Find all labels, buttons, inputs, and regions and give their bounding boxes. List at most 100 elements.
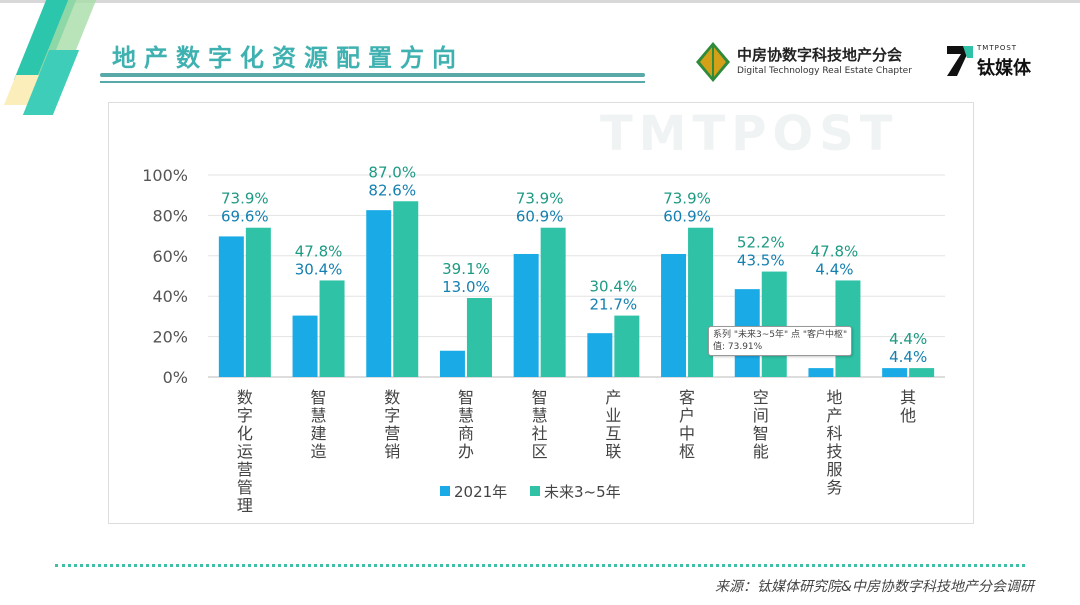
x-tick-label: 能 [753,442,769,461]
bar-future [466,298,492,377]
data-label: 13.0% [442,278,490,296]
x-tick-label: 智 [458,388,474,407]
x-tick-label: 理 [237,496,253,515]
data-label: 30.4% [295,260,343,278]
bar-future [614,315,640,377]
legend-label: 2021年 [454,483,507,501]
x-tick-label: 空 [753,388,769,407]
tmt-logo-icon [947,46,973,76]
x-tick-label: 慧 [311,406,327,425]
x-tick-label: 产 [826,406,842,425]
x-tick-label: 他 [900,406,916,425]
data-label: 4.4% [889,330,927,348]
data-label: 82.6% [368,181,416,199]
bar-future [319,280,345,377]
data-label: 4.4% [889,348,927,366]
x-tick-label: 办 [458,442,474,461]
data-label: 39.1% [442,260,490,278]
y-tick-label: 20% [152,328,188,347]
x-tick-label: 营 [237,460,253,479]
data-label: 60.9% [663,208,711,226]
diamond-logo-icon [696,42,730,82]
legend-swatch [530,486,540,496]
y-tick-label: 100% [142,166,188,185]
x-tick-label: 社 [532,424,548,443]
y-tick-label: 40% [152,287,188,306]
x-tick-label: 地 [826,388,842,407]
data-label: 73.9% [221,190,269,208]
x-tick-label: 化 [237,424,253,443]
x-tick-label: 技 [826,442,842,461]
x-tick-label: 客 [679,388,695,407]
bar-future [393,201,419,377]
y-tick-label: 60% [152,247,188,266]
x-tick-label: 字 [384,406,400,425]
bar-2021 [587,333,613,377]
x-tick-label: 区 [532,442,548,461]
data-label: 47.8% [295,242,343,260]
footer-divider [55,564,1025,567]
tmtpost-logo: TMTPOST 钛媒体 [945,44,1031,82]
data-label: 30.4% [590,278,638,296]
x-tick-label: 枢 [679,442,695,461]
y-tick-label: 0% [163,368,188,387]
data-label: 60.9% [516,208,564,226]
data-label: 73.9% [663,190,711,208]
x-tick-label: 营 [384,424,400,443]
legend-label: 未来3~5年 [544,483,621,501]
bar-2021 [439,350,465,377]
x-tick-label: 慧 [458,406,474,425]
data-label: 73.9% [516,190,564,208]
bar-future [245,227,271,377]
bar-2021 [292,315,318,377]
x-tick-label: 数 [237,388,253,407]
bar-2021 [513,253,539,377]
x-tick-label: 智 [532,388,548,407]
y-tick-label: 80% [152,206,188,225]
x-tick-label: 间 [753,406,769,425]
x-tick-label: 科 [826,424,842,443]
data-label: 52.2% [737,234,785,252]
bar-2021 [661,253,687,377]
title-underline [100,81,645,83]
page-title: 地产数字化资源配置方向 [112,44,464,72]
data-label: 4.4% [815,260,853,278]
bar-future [761,271,787,377]
x-tick-label: 户 [679,406,695,425]
x-tick-label: 建 [311,424,327,443]
legend-swatch [440,486,450,496]
data-label: 47.8% [811,242,859,260]
x-tick-label: 务 [826,478,842,497]
bar-2021 [882,368,908,377]
x-tick-label: 智 [311,388,327,407]
x-tick-label: 运 [237,442,253,461]
x-tick-label: 智 [753,424,769,443]
x-tick-label: 服 [826,460,842,479]
x-tick-label: 联 [605,442,621,461]
top-border [0,0,1080,3]
data-label: 21.7% [590,296,638,314]
x-tick-label: 产 [605,388,621,407]
bar-2021 [218,236,244,377]
x-tick-label: 中 [679,424,695,443]
watermark: TMTPOST [600,106,899,162]
cre-logo: 中房协数字科技地产分会 Digital Technology Real Esta… [695,42,912,86]
bar-2021 [808,368,834,377]
tooltip: 系列 "未来3~5年" 点 "客户中枢" 值: 73.91% [708,326,853,356]
x-tick-label: 慧 [532,406,548,425]
bar-future [540,227,566,377]
bar-future [909,368,935,377]
data-label: 87.0% [368,163,416,181]
x-tick-label: 业 [605,406,621,425]
bar-2021 [366,210,392,377]
title-underline [100,73,645,77]
x-tick-label: 商 [458,424,474,443]
x-tick-label: 互 [605,424,621,443]
x-tick-label: 数 [384,388,400,407]
x-tick-label: 造 [311,442,327,461]
source-note: 来源：钛媒体研究院&中房协数字科技地产分会调研 [715,579,1034,595]
x-tick-label: 字 [237,406,253,425]
data-label: 69.6% [221,208,269,226]
x-tick-label: 销 [384,442,400,461]
